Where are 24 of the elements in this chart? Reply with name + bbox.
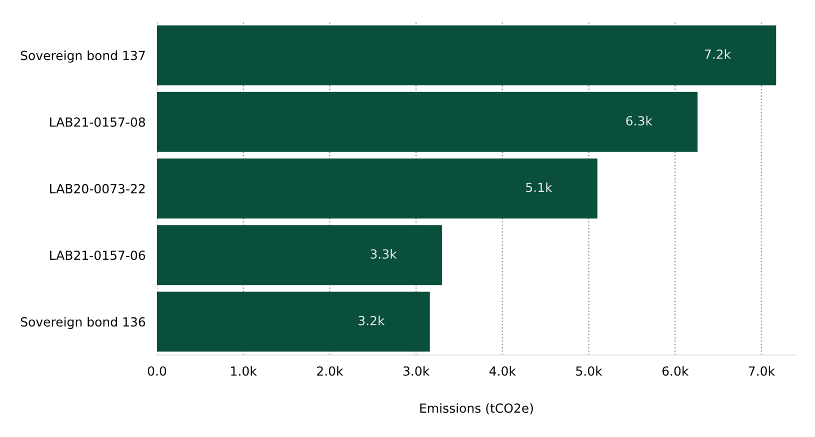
x-axis-title: Emissions (tCO2e) (420, 403, 533, 414)
data-label: 6.3k (626, 116, 652, 126)
bar (157, 292, 430, 352)
bar (157, 225, 442, 286)
data-label: 5.1k (526, 182, 552, 192)
y-tick-label: LAB21-0157-06 (50, 250, 146, 260)
y-tick-label: Sovereign bond 136 (20, 316, 146, 330)
bar (157, 92, 698, 152)
x-tick-label: 4.0k (489, 366, 516, 376)
x-tick-label: 2.0k (317, 366, 344, 376)
x-tick-label: 3.0k (403, 366, 430, 376)
data-label: 7.2k (704, 49, 731, 59)
data-label: 3.3k (370, 249, 397, 259)
y-tick-label: LAB21-0157-08 (50, 117, 146, 127)
x-tick-label: 1.0k (231, 366, 257, 376)
bar (157, 25, 776, 86)
y-tick-label: LAB20-0073-22 (50, 184, 145, 194)
bar (157, 158, 598, 218)
x-tick-label: 5.0k (576, 366, 602, 376)
x-tick-label: 7.0k (748, 366, 775, 376)
x-tick-label: 0.0 (148, 366, 166, 376)
y-tick-label: Sovereign bond 137 (20, 50, 145, 63)
x-tick-label: 6.0k (662, 366, 689, 376)
data-label: 3.2k (358, 316, 385, 326)
